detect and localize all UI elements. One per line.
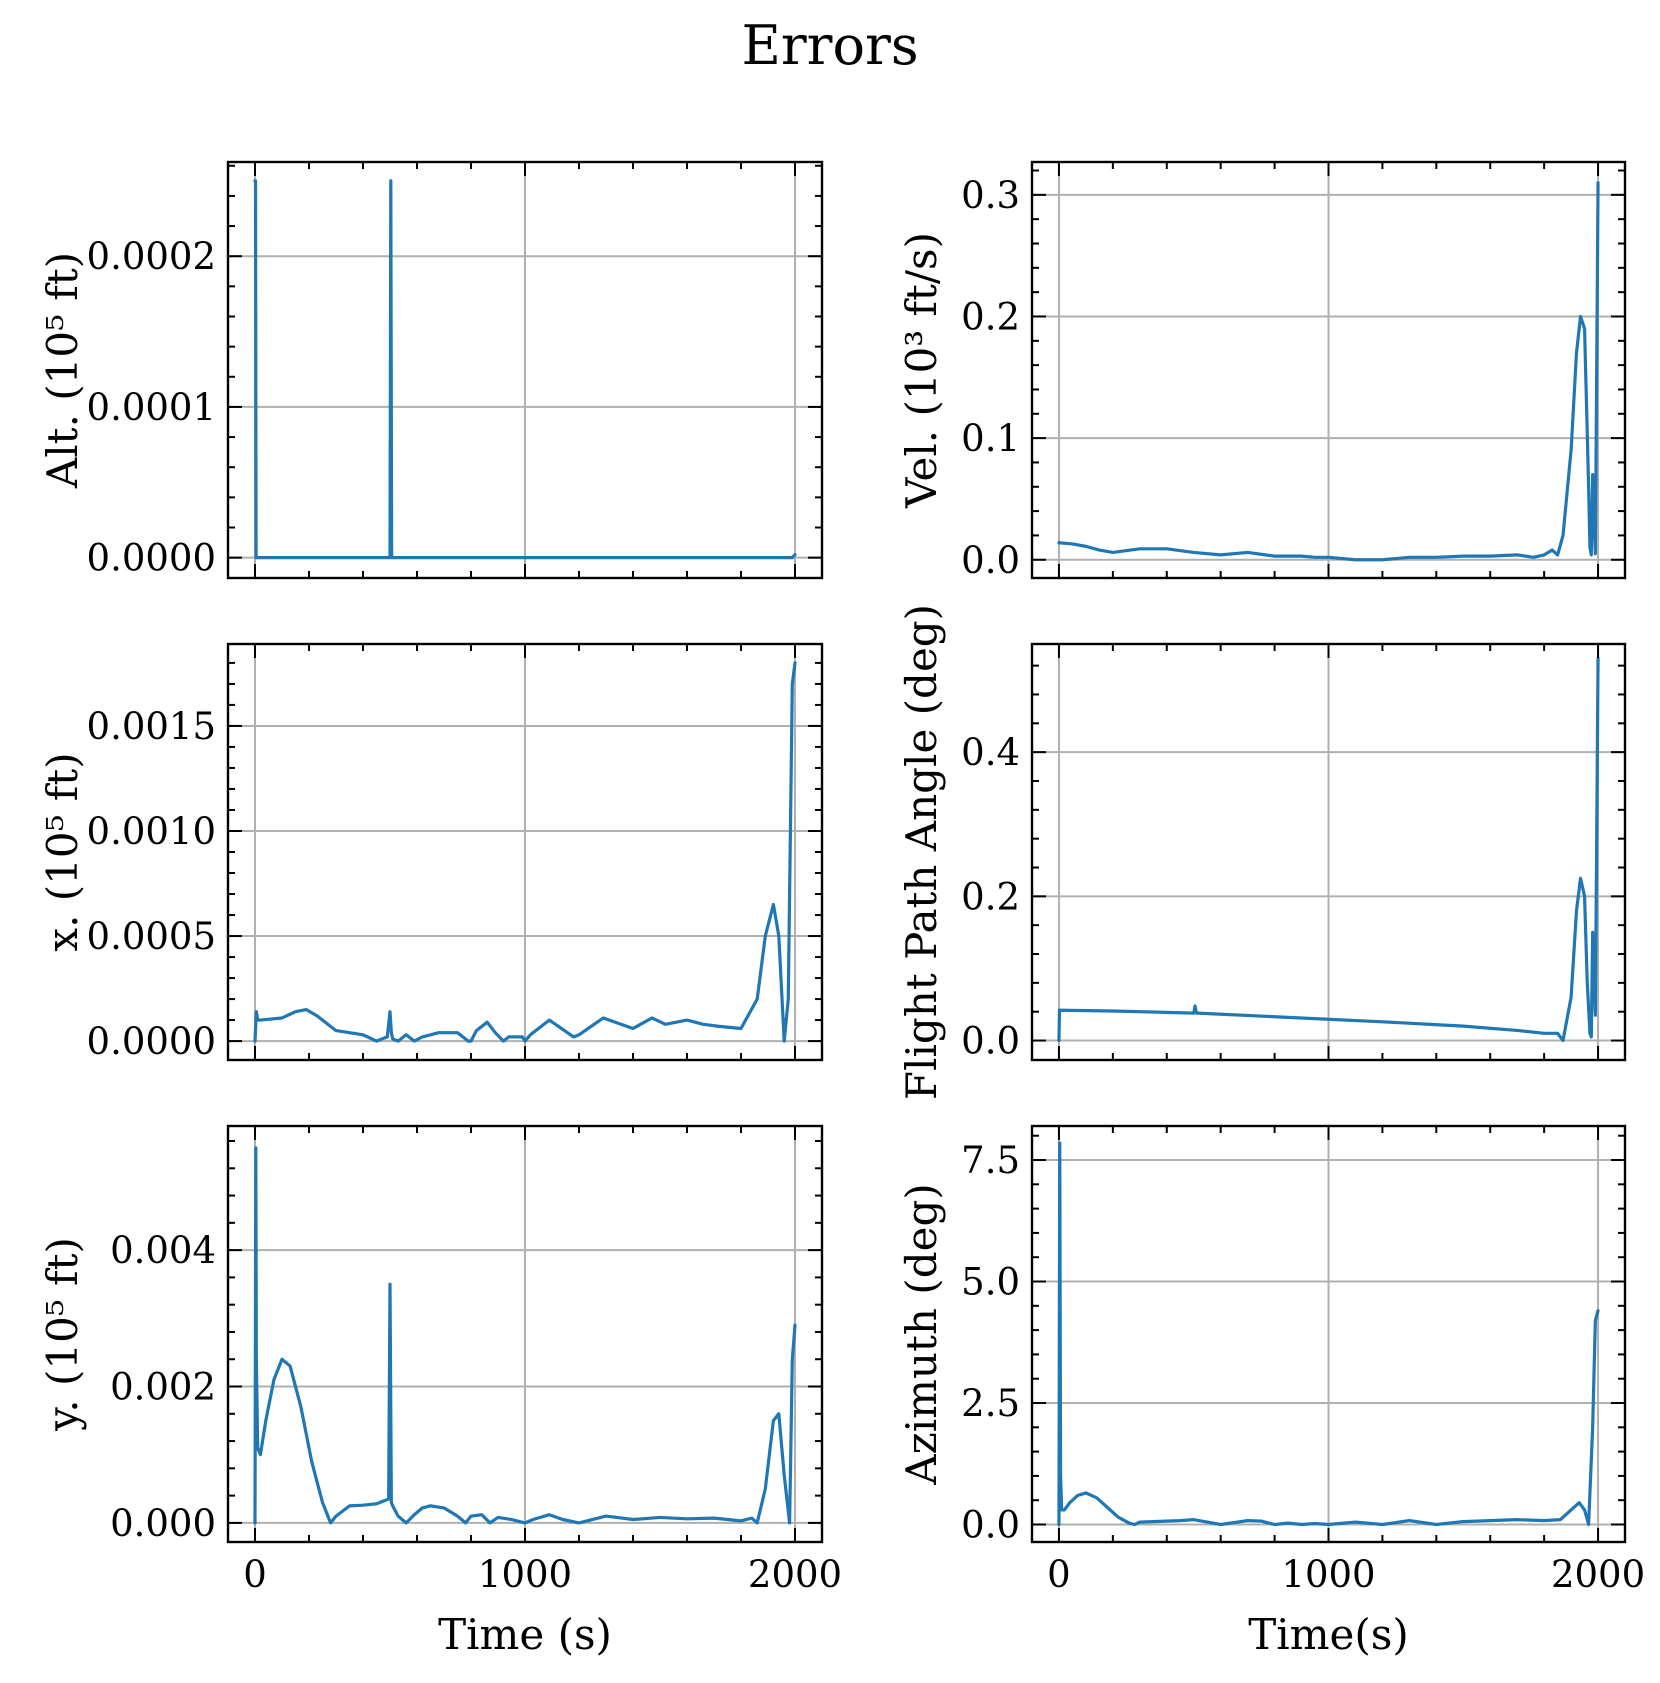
y-tick-label: 0.4 <box>961 731 1020 774</box>
y-tick-label: 0.1 <box>961 417 1020 460</box>
y-tick-label: 0.3 <box>961 174 1020 217</box>
y-axis-label: x. (10⁵ ft) <box>38 752 87 951</box>
y-tick-label: 0.002 <box>110 1366 216 1409</box>
y-tick-label: 0.2 <box>961 295 1020 338</box>
x-tick-label: 0 <box>243 1553 267 1596</box>
y-axis-label: Vel. (10³ ft/s) <box>897 232 946 509</box>
y-tick-label: 0.0015 <box>87 705 216 748</box>
y-tick-label: 0.2 <box>961 875 1020 918</box>
x-axis-label: Time(s) <box>1248 1610 1408 1659</box>
panel-y: 0.000 0.002 0.004 0 1000 2000 Time (s) y. (10⁵ … <box>38 1124 842 1659</box>
series-line-y <box>253 1146 797 1525</box>
x-tick-label: 1000 <box>478 1553 572 1596</box>
y-tick-label: 5.0 <box>961 1261 1020 1304</box>
x-tick-label: 0 <box>1047 1553 1071 1596</box>
y-axis-label: Flight Path Angle (deg) <box>897 604 946 1100</box>
y-axis-label: Azimuth (deg) <box>897 1183 946 1485</box>
y-tick-label: 0.0010 <box>87 810 216 853</box>
series-line-alt <box>253 179 797 560</box>
y-tick-label: 0.0001 <box>87 386 216 429</box>
series-line-vel <box>1057 181 1600 562</box>
y-tick-label: 0.0000 <box>87 537 216 580</box>
panel-fpa: 0.0 0.2 0.4 Flight Path Angle (deg) <box>897 604 1627 1100</box>
series-line-azimuth <box>1057 1141 1600 1527</box>
y-tick-label: 0.0 <box>961 1504 1020 1547</box>
x-axis-label: Time (s) <box>438 1610 612 1659</box>
x-tick-label: 2000 <box>748 1553 842 1596</box>
y-tick-label: 0.0 <box>961 1020 1020 1063</box>
panel-vel: 0.0 0.1 0.2 0.3 Vel. (10³ ft/s) <box>897 160 1627 582</box>
panel-azimuth: 0.0 2.5 5.0 7.5 0 1000 2000 Time(s) Azimuth (deg… <box>897 1124 1645 1659</box>
y-tick-label: 0.0002 <box>87 235 216 278</box>
series-line-x <box>253 661 797 1043</box>
y-axis-label: Alt. (10⁵ ft) <box>38 252 87 489</box>
x-tick-label: 1000 <box>1281 1553 1375 1596</box>
y-tick-label: 0.004 <box>110 1229 216 1272</box>
y-tick-label: 0.0000 <box>87 1020 216 1063</box>
y-tick-label: 0.000 <box>110 1502 216 1545</box>
y-tick-label: 0.0005 <box>87 915 216 958</box>
y-tick-label: 2.5 <box>961 1382 1020 1425</box>
x-tick-label: 2000 <box>1551 1553 1645 1596</box>
y-tick-label: 7.5 <box>961 1139 1020 1182</box>
figure-title: Errors <box>741 14 918 77</box>
series-line-fpa <box>1057 656 1600 1043</box>
y-tick-label: 0.0 <box>961 539 1020 582</box>
y-axis-label: y. (10⁵ ft) <box>38 1237 87 1432</box>
